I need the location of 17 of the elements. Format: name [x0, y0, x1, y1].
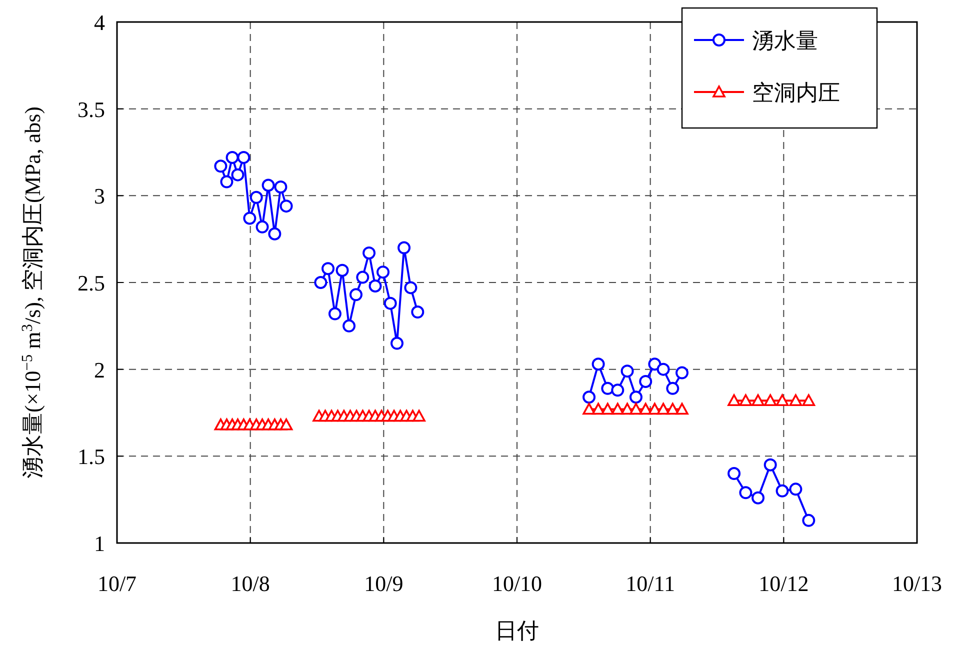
x-axis-title: 日付	[495, 618, 539, 643]
legend-label: 空洞内圧	[752, 80, 840, 105]
y-tick-label: 4	[94, 10, 105, 35]
y-tick-label: 2	[94, 357, 105, 382]
x-tick-label: 10/11	[626, 571, 675, 596]
x-tick-label: 10/7	[97, 571, 137, 596]
legend-label: 湧水量	[752, 28, 818, 53]
y-tick-label: 1.5	[78, 444, 105, 470]
y-tick-label: 3	[94, 184, 105, 209]
y-tick-label: 1	[94, 531, 105, 556]
x-tick-label: 10/8	[230, 571, 270, 596]
x-tick-label: 10/12	[758, 571, 809, 596]
x-tick-label: 10/13	[892, 571, 942, 596]
x-tick-label: 10/9	[364, 571, 404, 596]
y-tick-label: 2.5	[78, 270, 105, 296]
x-tick-label: 10/10	[492, 571, 542, 596]
y-tick-label: 3.5	[78, 96, 105, 122]
